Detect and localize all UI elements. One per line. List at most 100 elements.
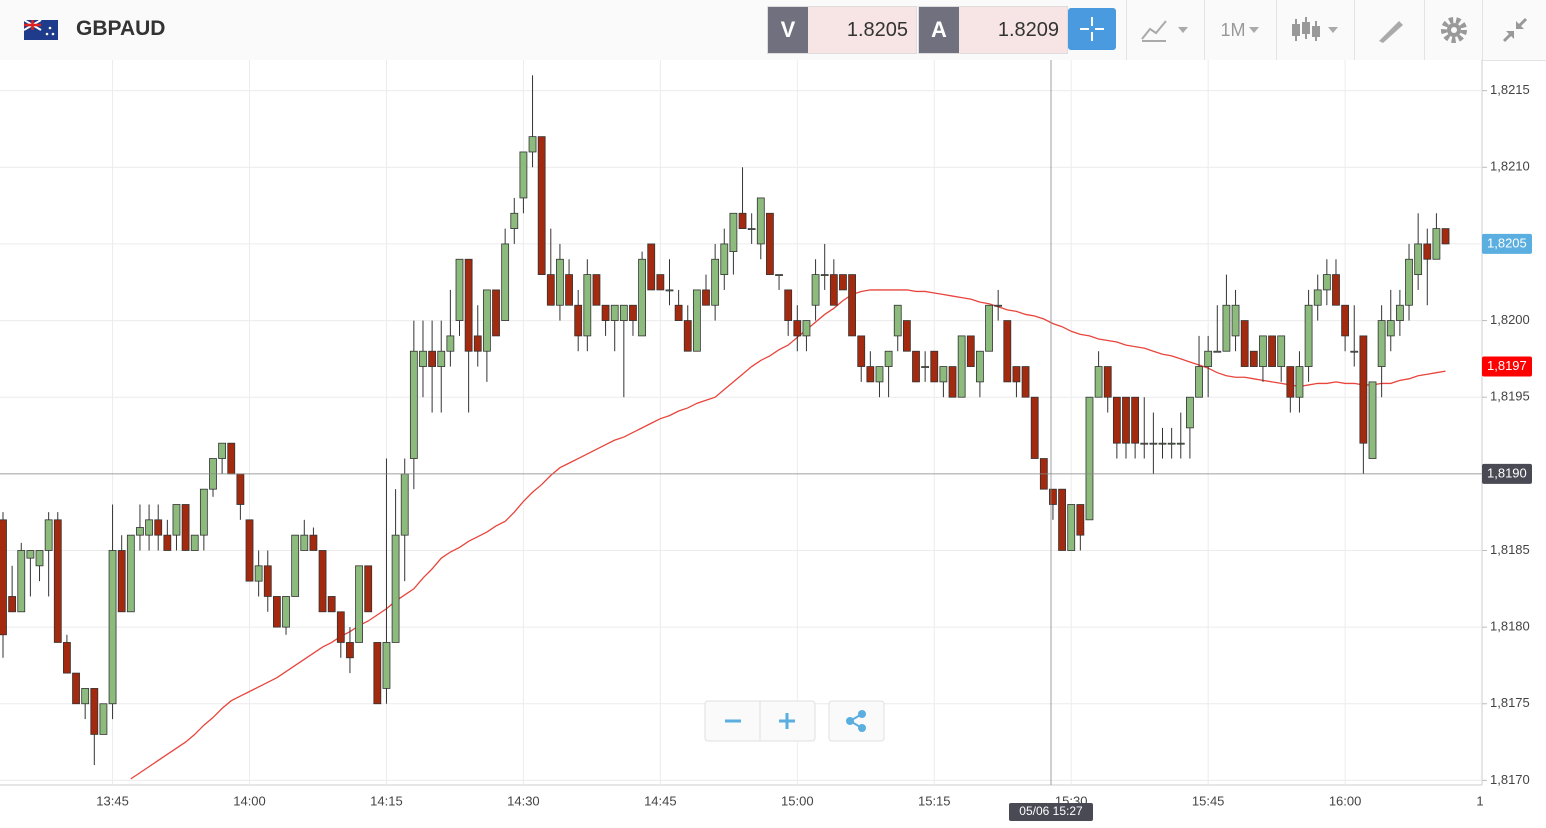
candle-body [610, 304, 619, 321]
candle-body [629, 304, 637, 321]
candle-body [683, 320, 692, 352]
candle-body [692, 289, 701, 352]
candle-body [820, 274, 829, 276]
candle-body [766, 212, 774, 275]
candle-body [291, 534, 300, 597]
crosshair-button[interactable] [1068, 8, 1116, 50]
candle-body [126, 534, 135, 613]
y-tick-label: 1,8185 [1490, 542, 1530, 557]
candle-body [1094, 366, 1103, 398]
y-tick-label: 1,8170 [1490, 772, 1530, 787]
candle-body [994, 304, 1003, 307]
candle-body [1222, 304, 1231, 352]
candle-body [1186, 396, 1194, 429]
candle-body [638, 258, 646, 337]
last-price-tag [1482, 233, 1532, 254]
candles-button[interactable] [1276, 0, 1355, 60]
candle-body [492, 289, 500, 337]
candle-body [227, 442, 236, 475]
candle-body [1076, 504, 1085, 536]
candle-body [181, 504, 190, 551]
candle-body [400, 473, 409, 536]
chart-type-button[interactable] [1126, 0, 1205, 60]
candle-body [519, 151, 528, 199]
candle-body [35, 550, 44, 567]
candle-body [81, 688, 90, 705]
candle-body [455, 258, 464, 321]
candle-body [1286, 366, 1295, 398]
zoom-in[interactable] [779, 713, 795, 729]
collapse-icon [1502, 17, 1528, 43]
candle-body [0, 519, 7, 636]
candle-body [674, 304, 683, 321]
candle-body [1231, 304, 1240, 337]
buy-button[interactable]: A 1.8209 [918, 6, 1068, 54]
candle-body [218, 442, 227, 459]
candle-body [482, 289, 491, 352]
candle-body [1386, 320, 1395, 337]
candle-body [1067, 504, 1076, 551]
candle-body [272, 596, 281, 628]
candle-body [848, 274, 856, 337]
candle-body [1414, 243, 1423, 275]
candle-body [318, 550, 327, 613]
timeframe-button[interactable]: 1M [1204, 0, 1277, 60]
candle-body [409, 350, 418, 459]
candle-body [44, 519, 53, 551]
candles-icon [1292, 17, 1338, 41]
candle-body [1021, 366, 1030, 398]
crosshair-price-tag [1482, 463, 1532, 484]
candle-body [1140, 442, 1149, 445]
candle-body [1049, 488, 1057, 505]
y-tick-label: 1,8200 [1490, 312, 1530, 327]
candle-body [53, 519, 62, 643]
candle-body [336, 611, 345, 643]
candle-body [1405, 258, 1413, 306]
draw-button[interactable] [1354, 0, 1425, 60]
candle-body [619, 304, 628, 321]
candle-body [957, 335, 966, 398]
candle-body [355, 565, 363, 643]
candle-body [236, 473, 245, 505]
candle-body [601, 304, 610, 321]
candle-body [866, 366, 875, 383]
settings-button[interactable] [1424, 0, 1483, 60]
crosshair-price-label: 1,8190 [1487, 465, 1527, 480]
candle-body [190, 534, 199, 551]
candle-body [1103, 366, 1112, 398]
candle-body [948, 366, 957, 398]
candle-body [1112, 396, 1121, 444]
candle-body [875, 366, 884, 383]
crosshair-time-tag [1009, 803, 1093, 821]
candle-body [1213, 350, 1222, 353]
candle-body [556, 258, 564, 306]
share-button[interactable] [846, 710, 866, 732]
x-tick-label: 13:45 [96, 793, 129, 808]
candle-body [811, 274, 820, 306]
candle-body [199, 488, 208, 536]
candle-body [884, 350, 893, 367]
sell-button[interactable]: V 1.8205 [767, 6, 917, 54]
candle-body [309, 534, 318, 551]
candle-body [537, 136, 546, 275]
candle-body [346, 642, 354, 659]
candle-body [1441, 228, 1450, 245]
candle-body [373, 642, 382, 705]
x-tick-label: 14:00 [233, 793, 266, 808]
candle-body [738, 212, 747, 230]
candle-body [90, 688, 99, 735]
candle-body [1012, 366, 1021, 383]
chart-type-icon [1141, 20, 1188, 42]
candle-body [1277, 335, 1286, 367]
candle-body [1313, 289, 1322, 306]
last-price-label: 1,8205 [1487, 235, 1527, 250]
candle-body [1259, 335, 1267, 367]
candle-body [592, 274, 601, 306]
x-tick-label: 15:00 [781, 793, 814, 808]
collapse-button[interactable] [1482, 0, 1546, 60]
candle-body [254, 565, 263, 582]
candle-body [857, 335, 866, 367]
x-tick-label: 15:15 [918, 793, 951, 808]
candle-body [793, 320, 802, 337]
